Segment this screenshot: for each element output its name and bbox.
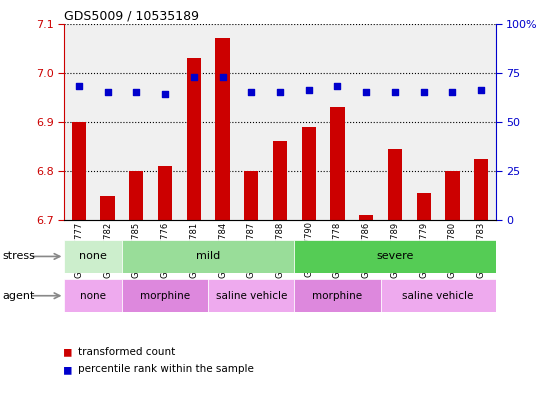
Text: morphine: morphine <box>140 291 190 301</box>
Bar <box>273 141 287 220</box>
Bar <box>474 159 488 220</box>
Point <box>448 89 457 95</box>
Point <box>477 87 486 94</box>
Bar <box>295 279 381 312</box>
Text: agent: agent <box>3 291 35 301</box>
Text: morphine: morphine <box>312 291 362 301</box>
Text: mild: mild <box>196 252 220 261</box>
Bar <box>64 279 122 312</box>
Bar <box>186 58 201 220</box>
Point <box>189 73 198 80</box>
Bar <box>388 149 402 220</box>
Point <box>132 89 141 95</box>
Bar <box>215 39 230 220</box>
Bar <box>302 127 316 220</box>
Text: percentile rank within the sample: percentile rank within the sample <box>78 364 254 375</box>
Bar <box>330 107 345 220</box>
Point <box>362 89 371 95</box>
Point <box>333 83 342 90</box>
Text: none: none <box>80 291 106 301</box>
Bar <box>122 240 295 273</box>
Point <box>74 83 83 90</box>
Bar <box>129 171 143 220</box>
Text: ■: ■ <box>64 345 72 358</box>
Point <box>247 89 256 95</box>
Point <box>419 89 428 95</box>
Bar <box>417 193 431 220</box>
Text: severe: severe <box>376 252 414 261</box>
Point <box>276 89 284 95</box>
Bar <box>64 240 122 273</box>
Point <box>218 73 227 80</box>
Text: transformed count: transformed count <box>78 347 176 357</box>
Text: stress: stress <box>3 252 36 261</box>
Bar <box>72 122 86 220</box>
Bar <box>158 166 172 220</box>
Text: saline vehicle: saline vehicle <box>403 291 474 301</box>
Text: GDS5009 / 10535189: GDS5009 / 10535189 <box>64 9 199 22</box>
Bar <box>295 240 496 273</box>
Bar <box>381 279 496 312</box>
Bar <box>100 196 115 220</box>
Text: saline vehicle: saline vehicle <box>216 291 287 301</box>
Bar <box>208 279 295 312</box>
Bar <box>445 171 460 220</box>
Text: ■: ■ <box>64 363 72 376</box>
Point <box>161 91 170 97</box>
Text: none: none <box>79 252 107 261</box>
Point <box>304 87 313 94</box>
Point <box>103 89 112 95</box>
Bar <box>122 279 208 312</box>
Point <box>390 89 399 95</box>
Bar <box>359 215 374 220</box>
Bar <box>244 171 259 220</box>
